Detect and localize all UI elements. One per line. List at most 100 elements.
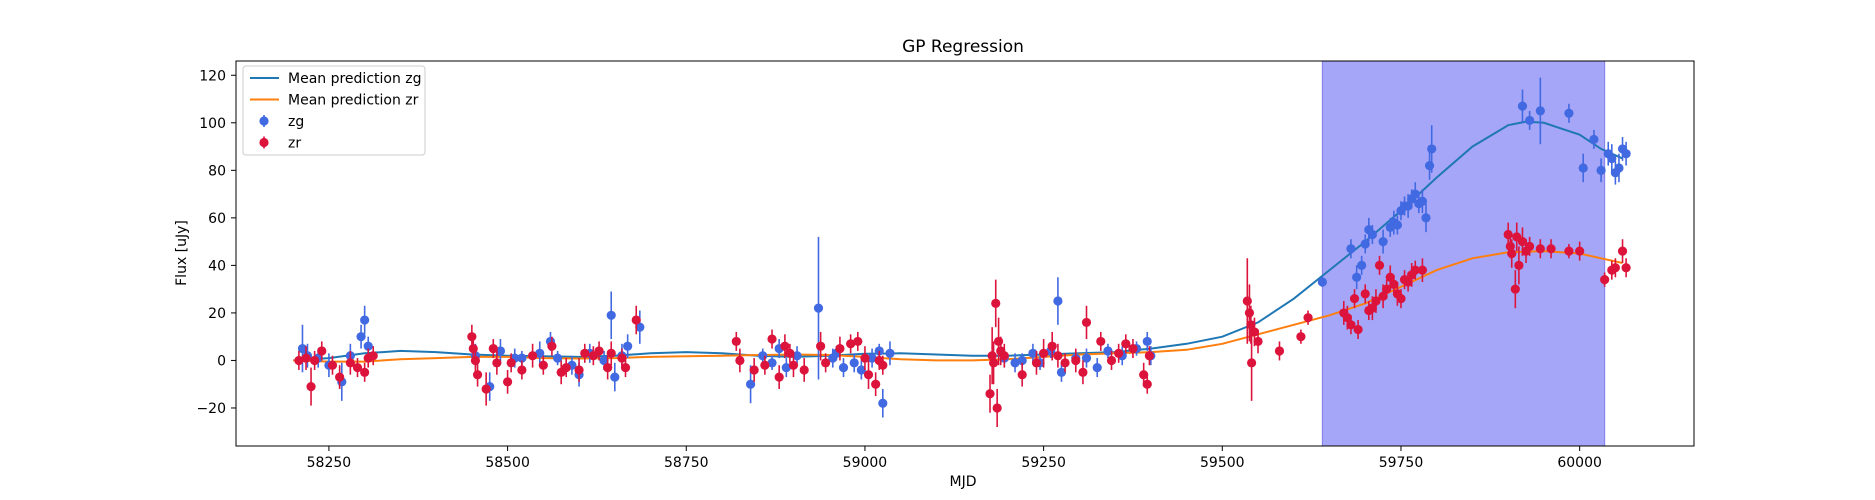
data-point-zr: [1385, 272, 1395, 282]
data-point-zr: [606, 348, 616, 358]
legend-marker-swatch: [259, 137, 269, 148]
data-point-zr: [517, 365, 527, 375]
data-point-zr: [1031, 358, 1042, 368]
data-point-zr: [799, 365, 809, 375]
data-point-zr: [1060, 358, 1070, 368]
data-point-zr: [1600, 275, 1610, 285]
axes-frame: [235, 60, 1695, 447]
data-point-zg: [606, 310, 616, 320]
data-point-zg: [1424, 160, 1435, 171]
data-point-zg: [1421, 213, 1431, 223]
data-point-zr: [1575, 246, 1585, 256]
data-point-zr: [1621, 263, 1631, 273]
data-point-zr: [987, 351, 997, 361]
data-point-zr: [327, 360, 338, 370]
data-point-zr: [631, 315, 641, 325]
data-point-zr: [992, 403, 1002, 413]
data-point-zr: [1246, 358, 1257, 368]
data-point-zg: [1053, 296, 1063, 306]
data-point-zg: [1352, 272, 1362, 282]
data-point-zr: [1144, 351, 1154, 361]
data-point-zr: [1410, 265, 1420, 275]
data-point-zr: [1535, 244, 1545, 254]
data-point-zr: [1346, 320, 1356, 330]
data-point-zr: [1017, 370, 1027, 380]
data-point-zr: [985, 389, 995, 399]
data-point-zr: [878, 360, 888, 370]
y-tick-label: 120: [199, 68, 226, 84]
data-point-zr: [785, 348, 795, 358]
data-point-zr: [1396, 294, 1406, 304]
data-point-zr: [561, 362, 571, 373]
data-point-zg: [867, 353, 877, 363]
data-point-zg: [856, 365, 866, 375]
x-tick-label: 59000: [843, 455, 888, 471]
data-point-zr: [1371, 296, 1381, 306]
data-point-zr: [846, 339, 856, 349]
data-point-zr: [1096, 336, 1106, 347]
data-point-zg: [1607, 153, 1617, 164]
data-point-zr: [1417, 265, 1428, 275]
data-point-zg: [360, 315, 370, 325]
data-point-zg: [1142, 336, 1152, 347]
x-tick-label: 60000: [1557, 455, 1602, 471]
data-point-zr: [574, 365, 584, 375]
data-point-zr: [1296, 332, 1306, 342]
data-point-zr: [1249, 327, 1260, 337]
data-point-zr: [1505, 241, 1515, 251]
data-point-zr: [760, 360, 770, 370]
data-point-zg: [1367, 229, 1377, 240]
y-tick-label: 20: [208, 306, 226, 322]
data-point-zr: [492, 358, 502, 368]
legend-marker-swatch: [259, 116, 269, 126]
data-point-zg: [792, 351, 802, 361]
data-point-zr: [1081, 317, 1092, 328]
data-point-zg: [495, 346, 506, 356]
data-point-zr: [767, 334, 777, 344]
x-axis-label: MJD: [950, 474, 977, 490]
data-point-zg: [885, 348, 895, 358]
data-point-zg: [1092, 362, 1102, 373]
data-point-zg: [356, 332, 366, 342]
legend-label: zr: [288, 136, 301, 152]
data-point-zr: [1053, 351, 1063, 361]
data-point-zr: [1114, 348, 1124, 358]
data-point-zr: [528, 351, 538, 361]
data-point-zg: [1028, 348, 1038, 358]
data-point-zr: [1071, 355, 1081, 366]
data-point-zr: [1517, 237, 1528, 247]
data-point-zr: [580, 348, 590, 358]
plot-area: 58250 58500 58750 59000 59250 59500 59750 60000…: [196, 60, 1695, 471]
data-point-zr: [1564, 246, 1574, 256]
data-point-zg: [599, 355, 609, 366]
data-point-zr: [468, 343, 478, 354]
data-point-zr: [821, 358, 831, 368]
data-point-zr: [368, 351, 378, 361]
data-point-zr: [1342, 313, 1352, 323]
data-point-zr: [1514, 260, 1524, 270]
data-point-zr: [993, 336, 1004, 347]
data-point-zg: [1535, 106, 1545, 116]
data-point-zr: [991, 298, 1001, 309]
data-point-zr: [467, 332, 477, 342]
data-point-zr: [1378, 291, 1388, 301]
data-point-zg: [623, 341, 633, 351]
data-point-zr: [502, 377, 513, 387]
data-point-zg: [1589, 134, 1599, 145]
data-point-zr: [335, 372, 345, 382]
data-point-zr: [301, 353, 311, 363]
data-point-zr: [1610, 263, 1620, 273]
data-point-zr: [470, 355, 481, 366]
data-point-zr: [1244, 308, 1255, 318]
legend-label: Mean prediction zr: [288, 93, 419, 109]
data-point-zg: [1010, 358, 1020, 368]
data-point-zr: [1274, 346, 1285, 356]
data-point-zg: [1360, 239, 1370, 249]
data-point-zg: [1392, 220, 1402, 230]
data-point-zg: [758, 351, 768, 361]
y-tick-label: 80: [208, 163, 226, 179]
data-point-zr: [1367, 303, 1377, 313]
data-point-zr: [988, 358, 999, 368]
x-tick-label: 59750: [1379, 455, 1424, 471]
data-point-zg: [517, 353, 527, 363]
